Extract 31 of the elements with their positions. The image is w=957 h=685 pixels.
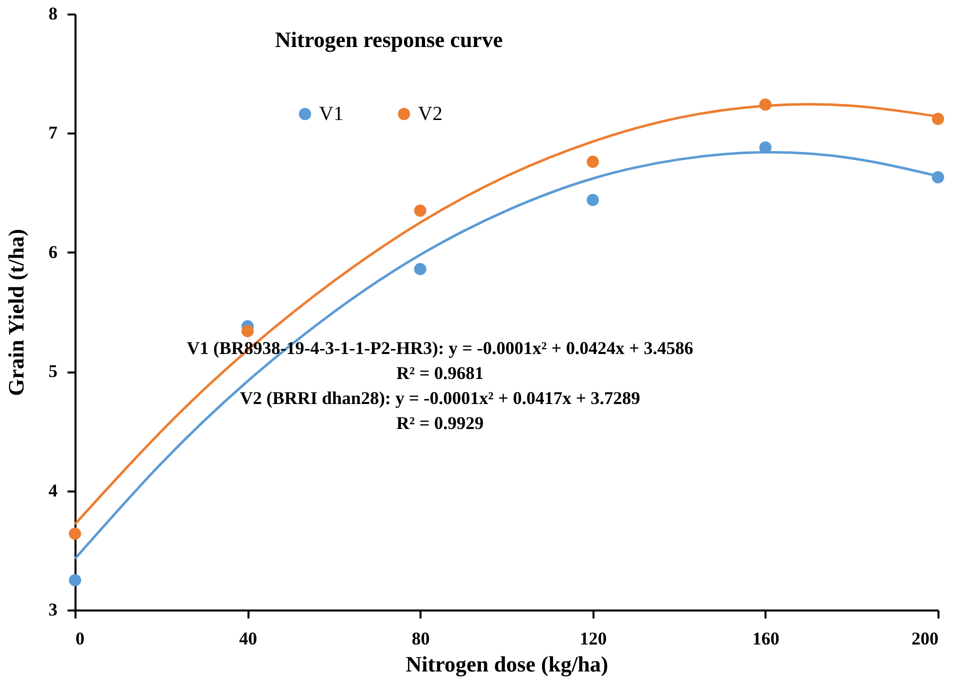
point bbox=[586, 156, 599, 168]
y-axis-title: Grain Yield (t/ha) bbox=[4, 228, 28, 396]
x-axis-title: Nitrogen dose (kg/ha) bbox=[406, 652, 608, 676]
point bbox=[932, 112, 944, 126]
x-tick-label: 80 bbox=[412, 628, 430, 648]
point bbox=[759, 141, 772, 154]
y-tick-label: 7 bbox=[48, 122, 58, 143]
point bbox=[68, 574, 82, 586]
point bbox=[759, 98, 772, 111]
legend-label: V1 bbox=[319, 103, 344, 125]
y-tick-label: 5 bbox=[48, 361, 58, 382]
x-tick-label: 200 bbox=[912, 628, 938, 648]
annotation: R² = 0.9929 bbox=[396, 413, 484, 433]
point bbox=[68, 528, 82, 540]
x-tick-label: 120 bbox=[580, 628, 607, 648]
point bbox=[932, 171, 944, 184]
annotation: R² = 0.9681 bbox=[396, 363, 484, 383]
point bbox=[586, 194, 599, 206]
x-tick-label: 40 bbox=[239, 628, 258, 648]
annotation: V2 (BRRI dhan28): y = -0.0001x² + 0.0417x + 3.7289 bbox=[240, 388, 640, 408]
legend-label: V2 bbox=[418, 103, 442, 125]
y-tick-label: 6 bbox=[48, 242, 58, 262]
text: Nitrogen response curve bbox=[275, 27, 503, 52]
point bbox=[414, 262, 426, 276]
point bbox=[414, 204, 426, 217]
y-tick-label: 8 bbox=[48, 4, 58, 24]
x-tick-label: 160 bbox=[752, 628, 780, 648]
y-tick-label: 4 bbox=[48, 480, 58, 500]
point bbox=[241, 324, 254, 338]
x-tick-label: 0 bbox=[76, 628, 84, 648]
y-tick-label: 3 bbox=[48, 600, 58, 620]
